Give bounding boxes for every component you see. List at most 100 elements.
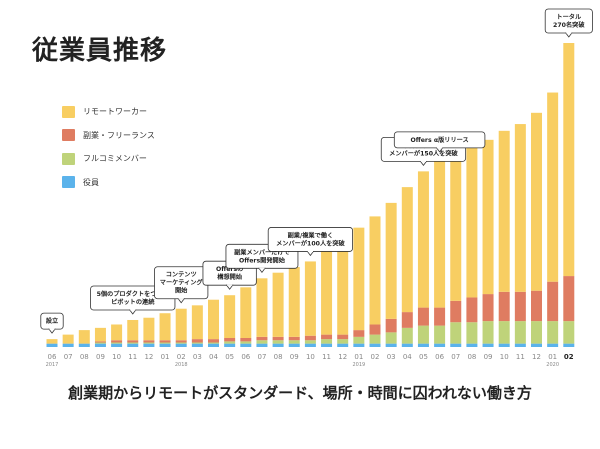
bar-segment-remote bbox=[272, 272, 284, 337]
bar-segment-officer bbox=[208, 343, 219, 347]
bar-segment-fullcommit bbox=[240, 341, 252, 344]
bar-segment-officer bbox=[450, 343, 462, 347]
bar-segment-sidejob bbox=[514, 291, 526, 322]
bar-segment-officer bbox=[111, 343, 123, 347]
annotation-box bbox=[544, 8, 593, 34]
x-tick-label: 10 bbox=[112, 353, 121, 361]
bar-segment-fullcommit bbox=[498, 321, 510, 344]
bar-segment-sidejob bbox=[224, 337, 236, 342]
x-tick-label: 09 bbox=[484, 353, 493, 361]
bar-segment-remote bbox=[288, 267, 300, 337]
bar-segment-remote bbox=[514, 124, 526, 292]
legend-swatch bbox=[62, 152, 75, 165]
bar-segment-sidejob bbox=[111, 340, 123, 343]
annotation-text: メンバーが100人を突破 bbox=[276, 239, 345, 247]
x-tick-label: 11 bbox=[128, 353, 137, 361]
x-tick-label: 09 bbox=[290, 353, 299, 361]
x-tick-label: 11 bbox=[516, 353, 525, 361]
x-tick-label: 07 bbox=[451, 353, 460, 361]
annotation-text: Offers開発開始 bbox=[239, 256, 286, 264]
bar-segment-sidejob bbox=[272, 336, 284, 341]
bar-segment-fullcommit bbox=[288, 340, 300, 344]
annotation-text: Offersの bbox=[216, 266, 243, 273]
x-tick-label: 08 bbox=[274, 353, 283, 361]
legend-swatch bbox=[62, 105, 75, 118]
annotation-pointer bbox=[306, 251, 315, 257]
x-tick-label: 05 bbox=[225, 353, 234, 361]
page-title: 従業員推移 bbox=[32, 36, 168, 66]
year-label: 2017 bbox=[46, 362, 59, 368]
x-tick-label: 01 bbox=[161, 353, 170, 361]
bar-segment-sidejob bbox=[159, 340, 171, 343]
x-tick-label: 02 bbox=[564, 353, 574, 361]
x-tick-label: 06 bbox=[241, 353, 250, 361]
annotation-text: 設立 bbox=[46, 317, 58, 325]
legend-swatch bbox=[62, 129, 75, 141]
bar-segment-fullcommit bbox=[434, 325, 446, 344]
bar-segment-officer bbox=[385, 343, 397, 347]
bar-segment-officer bbox=[401, 343, 413, 347]
bar-segment-officer bbox=[256, 343, 268, 347]
bar-segment-remote bbox=[143, 317, 155, 341]
bar-segment-sidejob bbox=[498, 291, 510, 322]
annotation-text: 副業メンバーだけで bbox=[234, 248, 290, 256]
bar-segment-remote bbox=[175, 308, 187, 341]
annotation-text: 構想開始 bbox=[217, 273, 243, 281]
bar-segment-sidejob bbox=[288, 336, 300, 341]
bar-segment-sidejob bbox=[417, 307, 429, 326]
bar-segment-remote bbox=[369, 216, 381, 325]
legend-item-officer: 役員 bbox=[62, 171, 155, 194]
bar-segment-officer bbox=[175, 343, 187, 347]
legend-item-sidejob: 副業・フリーランス bbox=[62, 124, 155, 147]
x-tick-label: 04 bbox=[403, 353, 412, 361]
bar-segment-remote bbox=[563, 43, 575, 277]
bar-segment-remote bbox=[46, 339, 58, 344]
bar-segment-fullcommit bbox=[256, 340, 268, 344]
bar-segment-remote bbox=[498, 130, 510, 292]
bar-segment-officer bbox=[337, 343, 349, 347]
bar-segment-officer bbox=[127, 343, 139, 347]
bar-segment-officer bbox=[288, 343, 300, 347]
x-tick-label: 02 bbox=[371, 353, 380, 361]
bar-segment-fullcommit bbox=[304, 340, 316, 344]
bar-segment-remote bbox=[224, 295, 236, 338]
bar-segment-remote bbox=[256, 278, 268, 337]
bar-segment-fullcommit bbox=[224, 341, 236, 344]
bar-segment-officer bbox=[94, 343, 106, 347]
bar-segment-remote bbox=[321, 251, 333, 335]
x-tick-label: 09 bbox=[96, 353, 105, 361]
bar-segment-remote bbox=[191, 305, 203, 340]
bar-segment-officer bbox=[531, 343, 542, 347]
bar-segment-officer bbox=[159, 343, 171, 347]
bar-segment-officer bbox=[498, 343, 510, 347]
bar-segment-remote bbox=[240, 287, 252, 338]
bar-segment-fullcommit bbox=[111, 342, 123, 344]
bar-segment-officer bbox=[434, 343, 446, 347]
x-tick-label: 06 bbox=[48, 353, 57, 361]
bar-segment-fullcommit bbox=[127, 342, 139, 344]
bar-segment-remote bbox=[466, 144, 478, 298]
bar-segment-sidejob bbox=[127, 340, 139, 343]
bar-segment-fullcommit bbox=[94, 342, 106, 344]
x-tick-label: 04 bbox=[209, 353, 218, 361]
bar-segment-sidejob bbox=[337, 334, 349, 340]
bar-segment-fullcommit bbox=[466, 322, 478, 344]
x-tick-label: 01 bbox=[354, 353, 363, 361]
bar-segment-officer bbox=[321, 343, 333, 347]
bar-segment-sidejob bbox=[175, 340, 187, 343]
x-tick-label: 12 bbox=[144, 353, 153, 361]
annotation-text: 開始 bbox=[175, 287, 188, 295]
bar-segment-fullcommit bbox=[143, 342, 155, 344]
bar-segment-sidejob bbox=[531, 290, 542, 322]
bar-segment-officer bbox=[62, 343, 74, 347]
bar-segment-fullcommit bbox=[547, 321, 559, 344]
x-tick-label: 08 bbox=[80, 353, 89, 361]
bar-segment-officer bbox=[547, 343, 559, 347]
bar-segment-fullcommit bbox=[353, 336, 365, 344]
bar-segment-sidejob bbox=[563, 276, 575, 322]
bar-segment-officer bbox=[369, 343, 381, 347]
bar-segment-officer bbox=[514, 343, 526, 347]
annotation-pointer bbox=[419, 160, 428, 167]
bar-segment-remote bbox=[78, 330, 90, 344]
